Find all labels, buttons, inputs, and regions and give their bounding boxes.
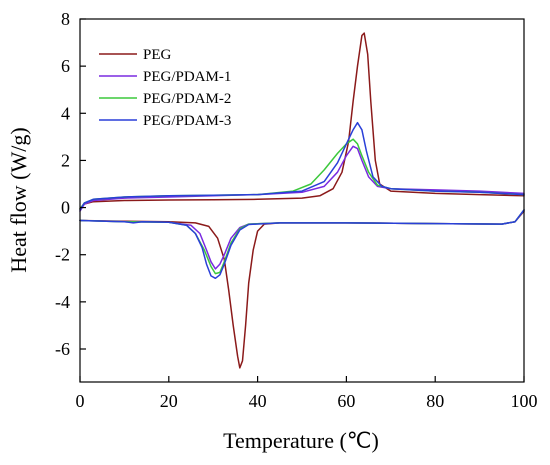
x-tick-label: 100 bbox=[511, 391, 538, 411]
series-peg-pdam-3-cooling-line bbox=[79, 209, 525, 280]
series-peg-pdam-1-heating-line bbox=[79, 145, 525, 212]
y-tick-label: 2 bbox=[61, 150, 70, 170]
plot-frame bbox=[79, 18, 525, 383]
y-tick-label: 6 bbox=[61, 56, 70, 76]
x-axis-title: Temperature (℃) bbox=[223, 428, 379, 453]
y-tick-label: 4 bbox=[61, 103, 70, 123]
legend-label: PEG bbox=[143, 47, 172, 63]
y-tick-label: -2 bbox=[55, 245, 70, 265]
y-tick-label: 8 bbox=[61, 9, 70, 29]
series-peg-pdam-2-cooling-line bbox=[79, 209, 525, 275]
axis-ticks: 0 20 40 60 80 100 -6 -4 -2 0 2 4 6 8 bbox=[55, 9, 538, 411]
x-tick-label: 40 bbox=[249, 391, 267, 411]
series-peg-pdam-3-heating-line bbox=[79, 121, 525, 211]
legend-label: PEG/PDAM-3 bbox=[143, 113, 231, 129]
x-tick-label: 0 bbox=[76, 391, 85, 411]
x-tick-label: 60 bbox=[337, 391, 355, 411]
x-tick-label: 20 bbox=[160, 391, 178, 411]
legend-label: PEG/PDAM-1 bbox=[143, 69, 231, 85]
y-tick-label: -6 bbox=[55, 339, 70, 359]
legend: PEG PEG/PDAM-1 PEG/PDAM-2 PEG/PDAM-3 bbox=[99, 47, 231, 129]
y-axis-title: Heat flow (W/g) bbox=[6, 127, 31, 272]
legend-label: PEG/PDAM-2 bbox=[143, 91, 231, 107]
series-peg-cooling-line bbox=[79, 210, 525, 369]
series-peg-pdam-1-cooling-line bbox=[79, 209, 525, 270]
y-tick-label: 0 bbox=[61, 198, 70, 218]
x-tick-label: 80 bbox=[426, 391, 444, 411]
y-axis-title-group: Heat flow (W/g) bbox=[6, 127, 31, 272]
y-tick-label: -4 bbox=[55, 292, 70, 312]
series-layer bbox=[79, 32, 525, 369]
